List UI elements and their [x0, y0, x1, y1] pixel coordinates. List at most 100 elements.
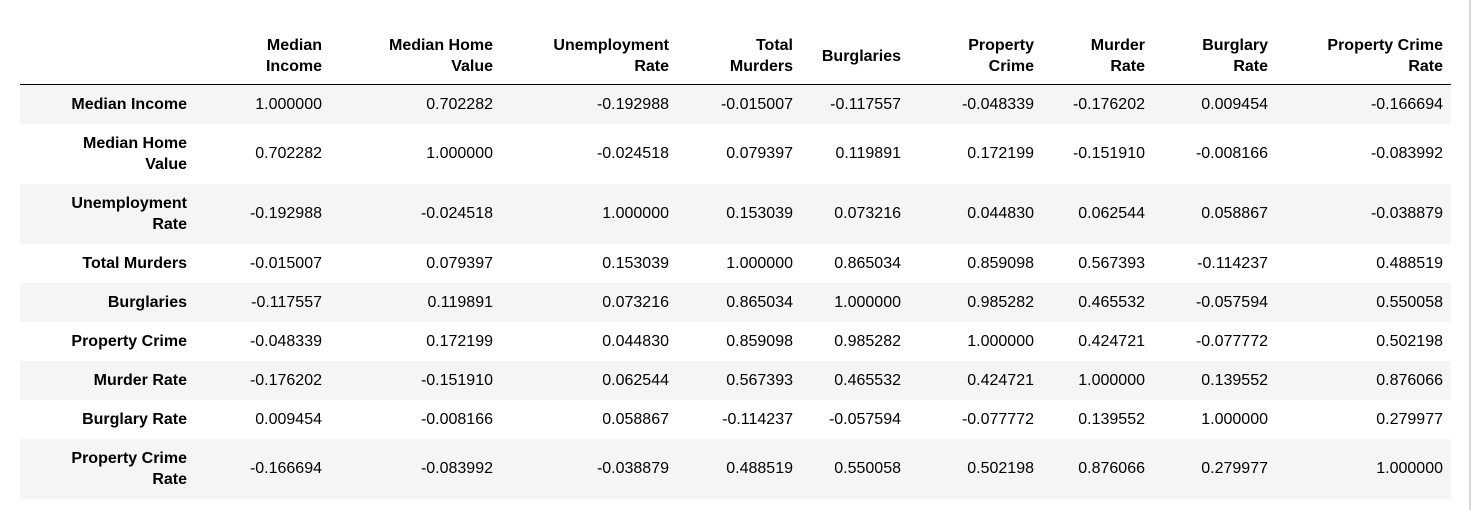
table-cell: -0.151910	[420, 371, 493, 389]
column-header-burglaries: Burglaries	[801, 28, 909, 85]
label-line: Value	[451, 58, 493, 75]
table-cell: -0.151910	[1072, 145, 1145, 162]
table-cell: 0.550058	[1376, 293, 1443, 311]
table-row: Property Crime -0.048339 0.172199 0.044830 0…	[20, 321, 1451, 361]
table-cell: -0.038879	[1370, 205, 1443, 222]
table-cell: -0.008166	[1195, 145, 1268, 162]
label-line: Burglary	[1202, 37, 1268, 54]
table-cell: 0.279977	[1376, 410, 1443, 428]
row-header-total-murders: Total Murders	[20, 244, 195, 283]
table-row: Median Income 1.000000 0.702282 -0.192988 -0…	[20, 84, 1451, 124]
label-line: Value	[145, 155, 187, 173]
table-row: Median Home Value 0.702282 1.000000 -0.02451…	[20, 123, 1451, 184]
table-cell: 0.876066	[1376, 371, 1443, 389]
label-line: Murders	[729, 58, 793, 75]
table-cell: 0.139552	[1078, 410, 1145, 428]
table-cell: -0.015007	[249, 254, 322, 272]
table-cell: 1.000000	[255, 95, 322, 113]
table-cell: 0.009454	[1201, 95, 1268, 113]
column-header-burglary-rate: Burglary Rate	[1153, 28, 1276, 85]
table-cell: -0.176202	[249, 371, 322, 389]
row-header-unemployment-rate: Unemployment Rate	[20, 184, 195, 244]
table-row: Burglaries -0.117557 0.119891 0.073216 0.865…	[20, 282, 1451, 322]
table-cell: 0.172199	[426, 332, 493, 350]
table-cell: 0.153039	[602, 254, 669, 272]
table-cell: -0.057594	[1195, 293, 1268, 311]
label-line: Rate	[152, 215, 187, 233]
table-body: Median Income 1.000000 0.702282 -0.192988 -0…	[20, 84, 1451, 499]
table-row: Total Murders -0.015007 0.079397 0.153039 1.…	[20, 243, 1451, 283]
table-cell: 0.876066	[1078, 460, 1145, 477]
label-line: Rate	[1110, 58, 1145, 75]
table-cell: 1.000000	[426, 145, 493, 162]
label-line: Burglaries	[107, 293, 187, 311]
table-cell: -0.057594	[828, 410, 901, 428]
table-cell: 0.502198	[967, 460, 1034, 477]
table-cell: 0.702282	[426, 95, 493, 113]
table-cell: -0.048339	[961, 95, 1034, 113]
label-line: Murder	[1090, 37, 1145, 54]
label-line: Total Murders	[82, 254, 187, 272]
table-cell: 0.073216	[602, 293, 669, 311]
correlation-table: Median Income Median Home Value Unemployment…	[20, 28, 1451, 499]
table-cell: -0.114237	[1197, 254, 1268, 272]
table-cell: -0.038879	[596, 460, 669, 477]
table-cell: 0.567393	[1078, 254, 1145, 272]
label-line: Rate	[634, 58, 669, 75]
table-cell: 0.062544	[602, 371, 669, 389]
column-header-median-home-value: Median Home Value	[330, 28, 501, 85]
label-line: Unemployment	[553, 37, 669, 54]
table-cell: 0.079397	[726, 145, 793, 162]
table-cell: 0.153039	[726, 205, 793, 222]
label-line: Property	[968, 37, 1034, 54]
table-cell: -0.077772	[961, 410, 1034, 428]
table-cell: 0.079397	[426, 254, 493, 272]
table-cell: -0.008166	[420, 410, 493, 428]
label-line: Total	[755, 37, 793, 54]
table-cell: 0.119891	[835, 145, 901, 162]
column-header-total-murders: Total Murders	[677, 28, 801, 85]
table-cell: -0.083992	[1370, 145, 1443, 162]
table-cell: 0.073216	[834, 205, 901, 222]
table-cell: 0.172199	[967, 145, 1034, 162]
table-row: Burglary Rate 0.009454 -0.008166 0.058867 -0…	[20, 399, 1451, 439]
table-cell: 0.279977	[1201, 460, 1268, 477]
table-cell: -0.024518	[420, 205, 493, 222]
row-header-median-home-value: Median Home Value	[20, 124, 195, 184]
table-cell: 0.985282	[967, 293, 1034, 311]
table-cell: 0.567393	[726, 371, 793, 389]
table-cell: 0.465532	[834, 371, 901, 389]
table-row: Murder Rate -0.176202 -0.151910 0.062544 0.5…	[20, 360, 1451, 400]
table-cell: 0.009454	[255, 410, 322, 428]
column-header-median-income: Median Income	[195, 28, 330, 85]
table-cell: -0.015007	[720, 95, 793, 113]
row-header-burglaries: Burglaries	[20, 283, 195, 322]
row-header-burglary-rate: Burglary Rate	[20, 400, 195, 439]
table-cell: 0.044830	[967, 205, 1034, 222]
header-row: Median Income Median Home Value Unemployment…	[20, 28, 1451, 85]
table-cell: 0.502198	[1376, 332, 1443, 350]
label-line: Crime	[988, 58, 1034, 75]
table-cell: 0.044830	[602, 332, 669, 350]
column-header-unemployment-rate: Unemployment Rate	[501, 28, 677, 85]
table-cell: -0.024518	[596, 145, 669, 162]
table-cell: 0.985282	[834, 332, 901, 350]
column-header-property-crime-rate: Property Crime Rate	[1276, 28, 1451, 85]
table-cell: 1.000000	[602, 205, 669, 222]
label-line: Income	[265, 58, 322, 75]
table-cell: -0.077772	[1195, 332, 1268, 350]
table-cell: -0.083992	[420, 460, 493, 477]
label-line: Median Income	[71, 95, 187, 113]
table-cell: -0.192988	[596, 95, 669, 113]
table-cell: 0.139552	[1201, 371, 1268, 389]
table-cell: -0.048339	[249, 332, 322, 350]
table-cell: 1.000000	[1201, 410, 1268, 428]
table-cell: 0.488519	[1376, 254, 1443, 272]
table-cell: 1.000000	[1376, 460, 1443, 477]
table-cell: 1.000000	[726, 254, 793, 272]
row-header-murder-rate: Murder Rate	[20, 361, 195, 400]
table-cell: 1.000000	[1078, 371, 1145, 389]
label-line: Median Home	[82, 134, 187, 152]
scrollbar-edge[interactable]	[1469, 0, 1471, 510]
